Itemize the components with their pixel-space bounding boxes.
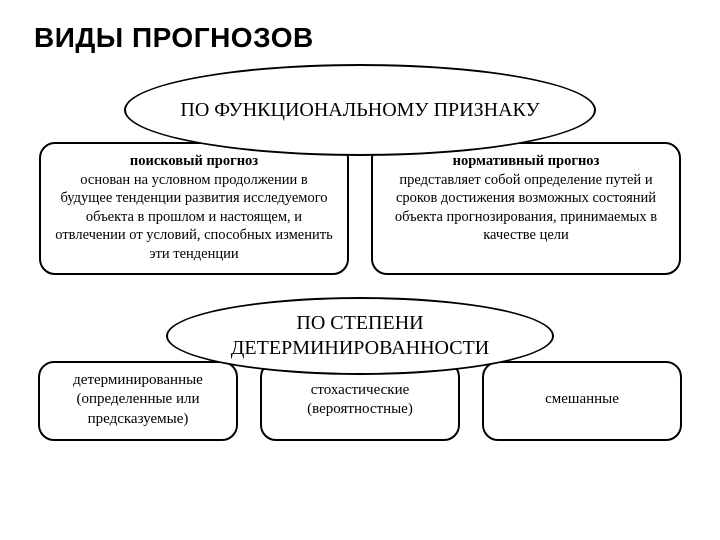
box-normative-forecast: нормативный прогноз представляет собой о… xyxy=(371,142,681,275)
box-deterministic-label: детерминированные (определенные или пред… xyxy=(54,371,222,429)
box-search-forecast-desc: основан на условном продолжении в будуще… xyxy=(55,171,333,264)
group-header-functional-label: ПО ФУНКЦИОНАЛЬНОМУ ПРИЗНАКУ xyxy=(150,98,569,123)
box-search-forecast: поисковый прогноз основан на условном пр… xyxy=(39,142,349,275)
func-row: поисковый прогноз основан на условном пр… xyxy=(34,142,686,275)
box-stochastic-label: стохастические (вероятностные) xyxy=(276,381,444,419)
diagram-stage: ВИДЫ ПРОГНОЗОВ ПО ФУНКЦИОНАЛЬНОМУ ПРИЗНА… xyxy=(0,0,720,540)
group-header-determinacy: ПО СТЕПЕНИ ДЕТЕРМИНИРОВАННОСТИ xyxy=(166,297,554,375)
group-header-determinacy-label: ПО СТЕПЕНИ ДЕТЕРМИНИРОВАННОСТИ xyxy=(168,311,552,361)
box-mixed-label: смешанные xyxy=(545,390,619,409)
box-deterministic: детерминированные (определенные или пред… xyxy=(38,361,238,441)
box-mixed: смешанные xyxy=(482,361,682,441)
box-search-forecast-name: поисковый прогноз xyxy=(55,152,333,171)
box-normative-forecast-name: нормативный прогноз xyxy=(387,152,665,171)
group-header-functional: ПО ФУНКЦИОНАЛЬНОМУ ПРИЗНАКУ xyxy=(124,64,596,156)
box-normative-forecast-desc: представляет собой определение путей и с… xyxy=(387,171,665,245)
page-title: ВИДЫ ПРОГНОЗОВ xyxy=(34,22,686,54)
